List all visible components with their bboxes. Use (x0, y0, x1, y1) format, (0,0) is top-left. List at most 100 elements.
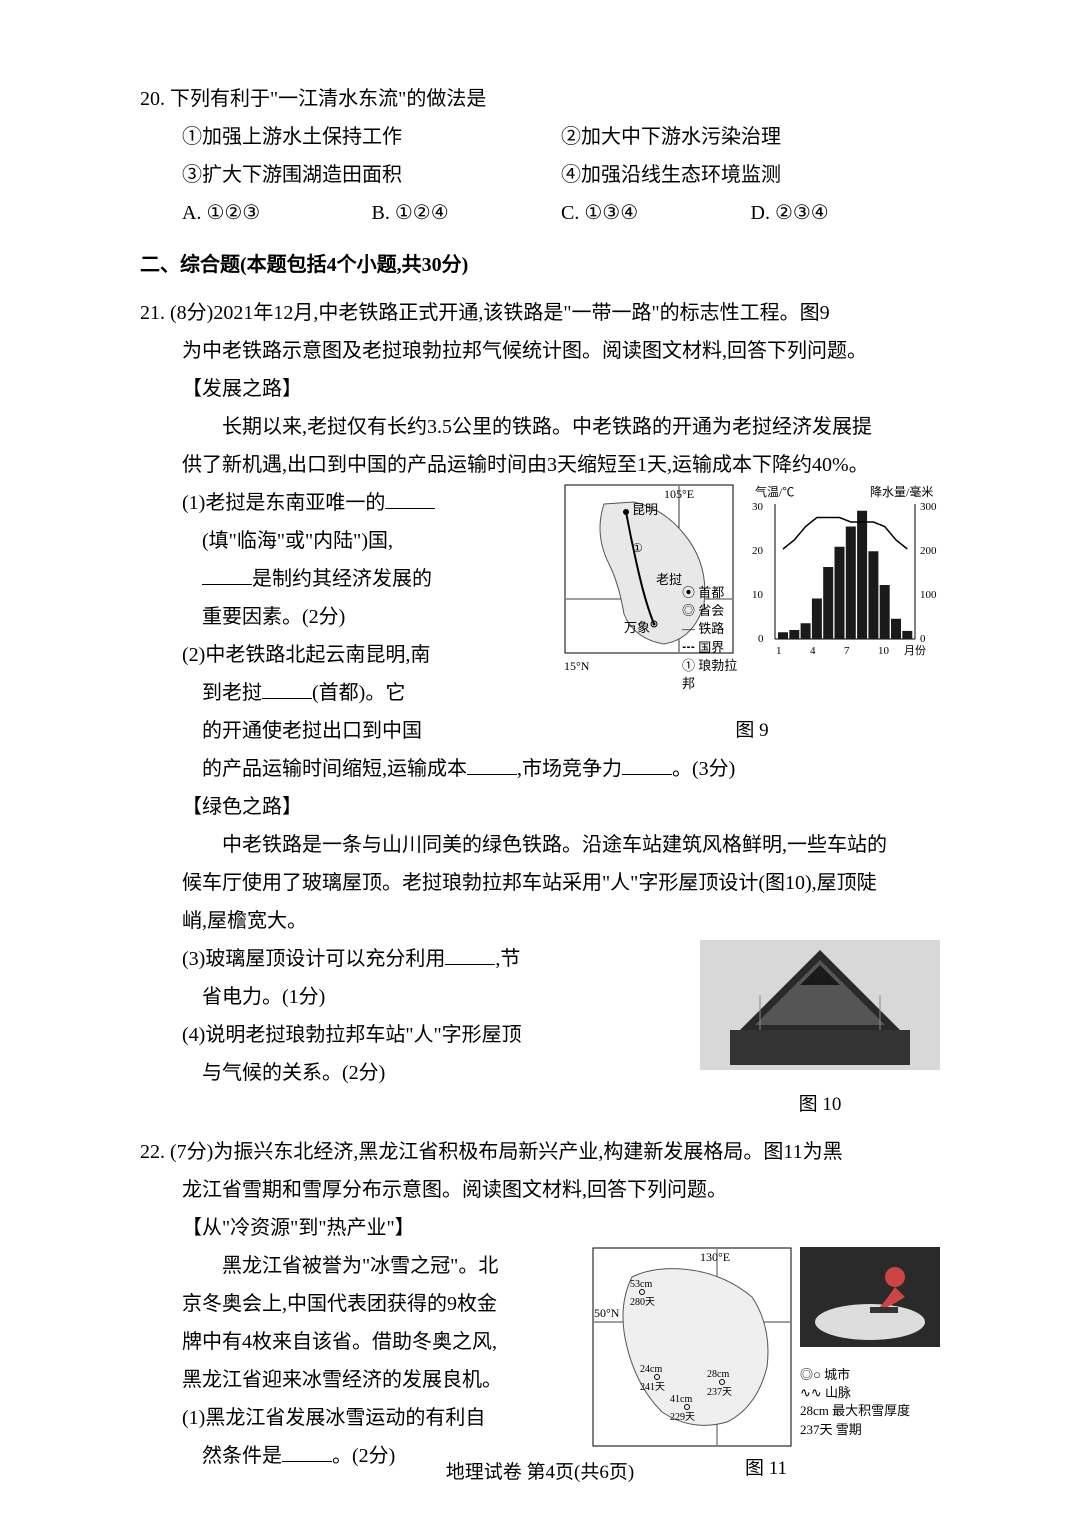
svg-text:50°N: 50°N (594, 1306, 620, 1320)
q21-q2-line3: 的开通使老挝出口到中国 (140, 712, 552, 750)
q21-left-col: (1)老挝是东南亚唯一的 (填"临海"或"内陆")国, 是制约其经济发展的 重要… (140, 484, 552, 750)
blank (385, 487, 435, 509)
q21-num: 21. (140, 302, 165, 324)
blank (202, 563, 252, 585)
q21-q1-line4: 重要因素。(2分) (140, 598, 552, 636)
svg-text:130°E: 130°E (700, 1250, 730, 1264)
q21-q3-line2: 省电力。(1分) (140, 978, 688, 1016)
svg-text:41cm: 41cm (670, 1394, 692, 1405)
svg-text:28cm: 28cm (707, 1369, 729, 1380)
fig10-caption: 图 10 (700, 1087, 940, 1123)
blank (445, 943, 495, 965)
svg-text:10: 10 (752, 589, 764, 601)
q20-opt4: ④加强沿线生态环境监测 (561, 156, 940, 194)
q21-figure10: 图 10 (700, 940, 940, 1123)
svg-text:100: 100 (920, 589, 937, 601)
svg-text:4: 4 (810, 645, 816, 657)
q21-q1-line3: 是制约其经济发展的 (140, 560, 552, 598)
q21-sub2-para-a: 中老铁路是一条与山川同美的绿色铁路。沿途车站建筑风格鲜明,一些车站的 (140, 826, 940, 864)
svg-text:0: 0 (758, 633, 764, 645)
q21-figure9: 105°E 昆明 万象 老挝 ① 15°N 气 (564, 484, 940, 750)
svg-text:1: 1 (776, 645, 782, 657)
fig10-building (700, 940, 940, 1070)
svg-text:万象: 万象 (624, 620, 650, 635)
svg-text:53cm: 53cm (630, 1279, 652, 1290)
q22-q1-line1: (1)黑龙江省发展冰雪运动的有利自 (140, 1399, 580, 1437)
svg-text:0: 0 (920, 633, 926, 645)
q21-q2-line4: 的产品运输时间缩短,运输成本,市场竞争力。(3分) (140, 750, 940, 788)
fig9-caption: 图 9 (564, 713, 940, 749)
q21-two-col-b: (3)玻璃屋顶设计可以充分利用,节 省电力。(1分) (4)说明老挝琅勃拉邦车站… (140, 940, 940, 1123)
question-22: 22. (7分)为振兴东北经济,黑龙江省积极布局新兴产业,构建新发展格局。图11… (140, 1133, 940, 1487)
section-2-header: 二、综合题(本题包括4个小题,共30分) (140, 246, 940, 284)
q22-para-b: 京冬奥会上,中国代表团获得的9枚金 (140, 1285, 580, 1323)
q22-para-d: 黑龙江省迎来冰雪经济的发展良机。 (140, 1361, 580, 1399)
q20-opt2: ②加大中下游水污染治理 (561, 118, 940, 156)
svg-text:月份: 月份 (904, 644, 926, 657)
q22-figure11: 130°E 50°N 53cm 280天 24cm 241天 41cm 229天… (592, 1247, 940, 1487)
q21-stem-line2: 为中老铁路示意图及老挝琅勃拉邦气候统计图。阅读图文材料,回答下列问题。 (140, 332, 940, 370)
q20-opt1: ①加强上游水土保持工作 (182, 118, 561, 156)
svg-text:241天: 241天 (640, 1382, 665, 1393)
q22-num: 22. (140, 1141, 165, 1163)
q22-stem-line2: 龙江省雪期和雪厚分布示意图。阅读图文材料,回答下列问题。 (140, 1171, 940, 1209)
svg-text:20: 20 (752, 545, 764, 557)
q20-choice-b: B. ①②④ (372, 194, 562, 232)
fig9-climate-chart: 气温/℃ 降水量/毫米 0 10 20 30 0 100 200 300 (740, 484, 940, 659)
q20-numbered-options-row2: ③扩大下游围湖造田面积 ④加强沿线生态环境监测 (140, 156, 940, 194)
q21-q2-line2: 到老挝(首都)。它 (140, 674, 552, 712)
q20-opt3: ③扩大下游围湖造田面积 (182, 156, 561, 194)
q22-two-col: 黑龙江省被誉为"冰雪之冠"。北 京冬奥会上,中国代表团获得的9枚金 牌中有4枚来… (140, 1247, 940, 1487)
q20-numbered-options: ①加强上游水土保持工作 ②加大中下游水污染治理 (140, 118, 940, 156)
q21-q4-line2: 与气候的关系。(2分) (140, 1054, 688, 1092)
svg-text:气温/℃: 气温/℃ (755, 484, 794, 499)
fig9-legend: ⦿ 首都 ◎ 省会 — 铁路 ┅ 国界 ① 琅勃拉邦 (682, 584, 742, 693)
question-21: 21. (8分)2021年12月,中老铁路正式开通,该铁路是"一带一路"的标志性… (140, 294, 940, 1123)
q21-q3-line1: (3)玻璃屋顶设计可以充分利用,节 (140, 940, 688, 978)
q21-sub1-para-a: 长期以来,老挝仅有长约3.5公里的铁路。中老铁路的开通为老挝经济发展提 (140, 408, 940, 446)
svg-text:300: 300 (920, 501, 937, 513)
svg-text:昆明: 昆明 (632, 502, 658, 517)
q21-q1-line2: (填"临海"或"内陆")国, (140, 522, 552, 560)
svg-text:①: ① (632, 541, 643, 555)
blank (622, 753, 672, 775)
svg-text:降水量/毫米: 降水量/毫米 (870, 484, 933, 499)
q21-q2-line1: (2)中老铁路北起云南昆明,南 (140, 636, 552, 674)
q21-sub1-title: 【发展之路】 (140, 370, 940, 408)
svg-text:10: 10 (878, 645, 890, 657)
fig11-map: 130°E 50°N 53cm 280天 24cm 241天 41cm 229天… (592, 1247, 792, 1447)
q20-num: 20. (140, 88, 165, 110)
blank (262, 677, 312, 699)
fig11-skater (800, 1247, 940, 1347)
blank (467, 753, 517, 775)
q21-q4-line1: (4)说明老挝琅勃拉邦车站"人"字形屋顶 (140, 1016, 688, 1054)
q20-choice-d: D. ②③④ (751, 194, 941, 232)
q22-para-a: 黑龙江省被誉为"冰雪之冠"。北 (140, 1247, 580, 1285)
svg-text:280天: 280天 (630, 1297, 655, 1308)
q21-sub2-para-c: 峭,屋檐宽大。 (140, 902, 940, 940)
q21-q1-line1: (1)老挝是东南亚唯一的 (140, 484, 552, 522)
page-footer: 地理试卷 第4页(共6页) (0, 1455, 1080, 1491)
q21-sub2-title: 【绿色之路】 (140, 788, 940, 826)
q20-choice-a: A. ①②③ (182, 194, 372, 232)
svg-text:24cm: 24cm (640, 1364, 662, 1375)
q21-stem-line1: 21. (8分)2021年12月,中老铁路正式开通,该铁路是"一带一路"的标志性… (140, 294, 940, 332)
svg-text:7: 7 (844, 645, 850, 657)
q21-sub1-para-b: 供了新机遇,出口到中国的产品运输时间由3天缩短至1天,运输成本下降约40%。 (140, 446, 940, 484)
svg-text:229天: 229天 (670, 1412, 695, 1423)
svg-text:200: 200 (920, 545, 937, 557)
q20-stem: 20. 下列有利于"一江清水东流"的做法是 (140, 80, 940, 118)
svg-text:237天: 237天 (707, 1387, 732, 1398)
q22-stem-line1: 22. (7分)为振兴东北经济,黑龙江省积极布局新兴产业,构建新发展格局。图11… (140, 1133, 940, 1171)
svg-text:30: 30 (752, 501, 764, 513)
svg-text:老挝: 老挝 (656, 572, 682, 587)
q20-choice-c: C. ①③④ (561, 194, 751, 232)
svg-text:15°N: 15°N (564, 659, 590, 673)
q21-two-col: (1)老挝是东南亚唯一的 (填"临海"或"内陆")国, 是制约其经济发展的 重要… (140, 484, 940, 750)
q22-sub1-title: 【从"冷资源"到"热产业"】 (140, 1209, 940, 1247)
question-20: 20. 下列有利于"一江清水东流"的做法是 ①加强上游水土保持工作 ②加大中下游… (140, 80, 940, 232)
q20-choices: A. ①②③ B. ①②④ C. ①③④ D. ②③④ (140, 194, 940, 232)
q22-para-c: 牌中有4枚来自该省。借助冬奥之风, (140, 1323, 580, 1361)
fig11-legend: ◎○ 城市 ∿∿ 山脉 28cm 最大积雪厚度 237天 雪期 (800, 1366, 940, 1439)
q21-sub2-para-b: 候车厅使用了玻璃屋顶。老挝琅勃拉邦车站采用"人"字形屋顶设计(图10),屋顶陡 (140, 864, 940, 902)
